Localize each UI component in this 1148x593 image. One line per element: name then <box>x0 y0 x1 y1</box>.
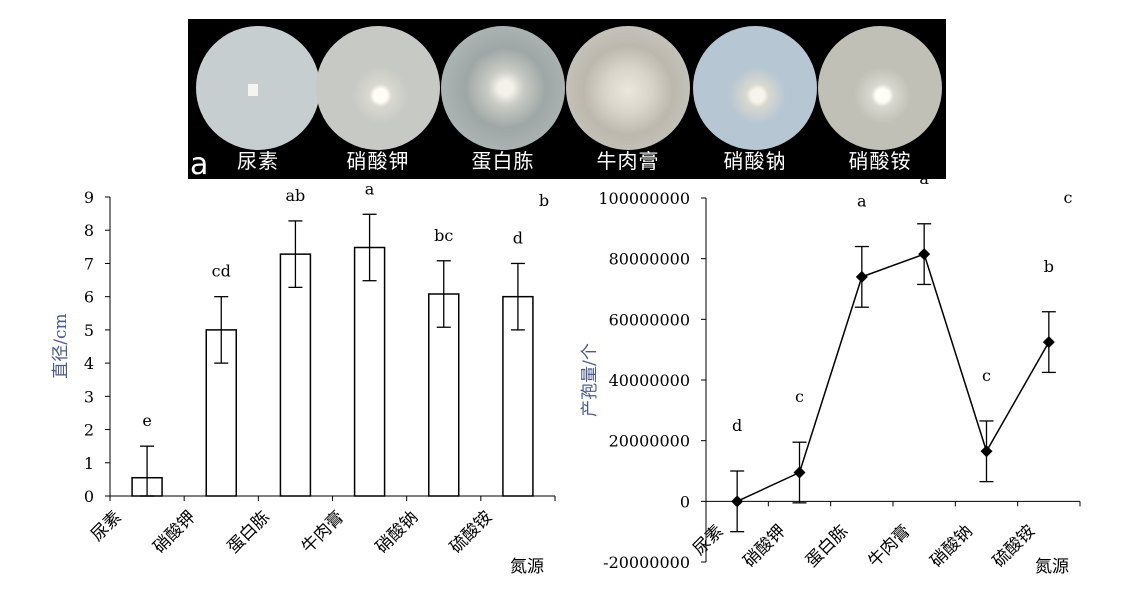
y-tick-label: 60000000 <box>609 310 690 329</box>
petri-dish <box>693 26 817 150</box>
significance-letter: cd <box>212 262 231 281</box>
data-point <box>918 248 931 261</box>
bar <box>428 293 460 497</box>
y-tick-label: 80000000 <box>609 250 690 269</box>
data-point <box>1042 336 1055 349</box>
data-point <box>855 270 868 283</box>
y-axis-title: 直径/cm <box>51 313 71 378</box>
y-tick-label: 20000000 <box>609 432 690 451</box>
y-tick-label: 0 <box>680 492 690 511</box>
significance-letter: c <box>1064 188 1073 207</box>
dish-label: 蛋白胨 <box>471 149 535 173</box>
dish-label: 硝酸钾 <box>346 149 410 173</box>
significance-letter: b <box>539 191 549 210</box>
significance-letter: a <box>857 192 867 211</box>
y-tick-label: 8 <box>84 221 94 240</box>
petri-dish-photo-panel: 尿素 硝酸钾 蛋白胨 牛肉膏 硝酸钠 硝酸铵 a <box>188 19 946 179</box>
dish-label: 牛肉膏 <box>596 149 660 173</box>
significance-letter: d <box>513 228 523 247</box>
dish-label: 硝酸钠 <box>723 149 787 173</box>
data-point <box>980 445 993 458</box>
significance-letter: ab <box>286 186 306 205</box>
significance-letter: c <box>795 387 804 406</box>
petri-dish <box>196 26 320 150</box>
significance-letter: e <box>142 411 151 430</box>
bar <box>131 476 163 497</box>
y-tick-label: 100000000 <box>598 189 690 208</box>
bar <box>205 329 237 497</box>
x-category-label: 尿素 <box>87 507 125 545</box>
bar <box>502 295 534 497</box>
panel-letter: a <box>190 147 209 179</box>
dish-label: 尿素 <box>237 149 279 173</box>
significance-letter: bc <box>434 226 453 245</box>
y-tick-label: -20000000 <box>603 553 690 572</box>
x-category-label: 硝酸钠 <box>927 521 977 571</box>
x-category-label: 硝酸钾 <box>149 507 199 557</box>
y-tick-label: 9 <box>84 188 94 207</box>
y-tick-label: 7 <box>84 254 94 273</box>
petri-dish <box>441 26 565 150</box>
series-line <box>736 253 1050 503</box>
significance-letter: c <box>982 366 991 385</box>
bar <box>353 246 386 497</box>
x-category-label: 硝酸钠 <box>372 507 422 557</box>
x-category-label: 牛肉膏 <box>864 521 915 572</box>
y-tick-label: 0 <box>84 487 94 506</box>
significance-letter: d <box>732 416 742 435</box>
y-tick-label: 5 <box>84 321 94 340</box>
x-axis-title: 氮源 <box>1035 557 1069 577</box>
x-category-label: 尿素 <box>689 521 727 559</box>
y-axis-title: 产孢量/个 <box>580 343 600 417</box>
x-category-label: 硝酸钾 <box>740 521 790 571</box>
petri-dish <box>566 26 690 150</box>
x-category-label: 牛肉膏 <box>297 507 348 558</box>
inoculum-plug <box>248 84 258 96</box>
y-tick-label: 3 <box>84 387 94 406</box>
petri-dish <box>818 26 942 150</box>
x-category-label: 蛋白胨 <box>224 507 274 557</box>
y-tick-label: 40000000 <box>609 371 690 390</box>
y-tick-label: 2 <box>84 421 94 440</box>
x-category-label: 蛋白胨 <box>802 521 852 571</box>
x-axis-title: 氮源 <box>510 557 544 577</box>
y-tick-label: 1 <box>84 454 94 473</box>
petri-dish <box>316 26 440 150</box>
x-category-label: 硫酸铵 <box>446 507 496 557</box>
significance-letter: a <box>365 179 375 198</box>
x-category-label: 硫酸铵 <box>989 521 1039 571</box>
dish-label: 硝酸铵 <box>848 149 912 173</box>
significance-letter: b <box>1044 257 1054 276</box>
y-tick-label: 6 <box>84 288 94 307</box>
data-point <box>731 495 744 508</box>
bar <box>279 253 312 497</box>
y-tick-label: 4 <box>84 354 94 373</box>
data-point <box>793 466 806 479</box>
